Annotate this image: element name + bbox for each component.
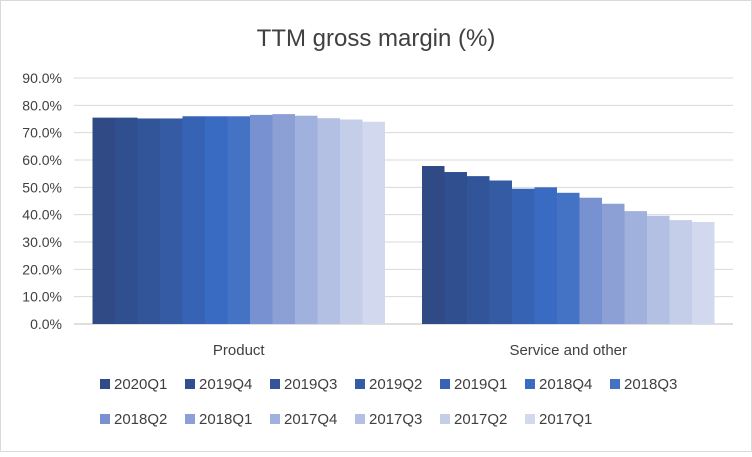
legend-swatch xyxy=(525,414,535,424)
bar-2017Q1 xyxy=(692,222,715,324)
legend-label: 2017Q1 xyxy=(539,411,592,428)
legend: 2020Q1 2019Q4 2019Q3 2019Q2 2019Q1 2018Q4 2018… xyxy=(100,376,677,428)
bars xyxy=(92,114,715,325)
bar-2020Q1 xyxy=(422,166,445,324)
legend-swatch xyxy=(100,379,110,389)
x-category-label: Service and other xyxy=(509,342,627,359)
legend-swatch xyxy=(525,379,535,389)
y-tick-label: 80.0% xyxy=(22,97,62,113)
legend-label: 2017Q4 xyxy=(284,411,337,428)
bar-2019Q4 xyxy=(444,172,467,324)
y-tick-label: 40.0% xyxy=(22,207,62,223)
legend-swatch xyxy=(440,379,450,389)
legend-label: 2019Q1 xyxy=(454,376,507,393)
bar-2018Q1 xyxy=(602,203,625,324)
bar-2018Q3 xyxy=(557,192,580,324)
legend-label: 2017Q3 xyxy=(369,411,422,428)
y-tick-label: 70.0% xyxy=(22,125,62,141)
bar-2019Q1 xyxy=(512,188,535,324)
bar-2020Q1 xyxy=(92,117,115,324)
x-axis: Product Service and other xyxy=(213,342,627,359)
bar-2017Q1 xyxy=(362,121,385,324)
y-tick-label: 0.0% xyxy=(30,316,62,332)
bar-2018Q2 xyxy=(250,114,273,325)
bar-2019Q2 xyxy=(489,180,512,324)
bar-2019Q4 xyxy=(115,117,138,324)
legend-label: 2020Q1 xyxy=(114,376,167,393)
chart-title: TTM gross margin (%) xyxy=(257,25,496,52)
bar-2018Q1 xyxy=(272,114,295,324)
legend-swatch xyxy=(355,414,365,424)
bar-2019Q3 xyxy=(137,118,160,324)
legend-label: 2018Q1 xyxy=(199,411,252,428)
legend-label: 2017Q2 xyxy=(454,411,507,428)
legend-swatch xyxy=(440,414,450,424)
legend-swatch xyxy=(355,379,365,389)
legend-swatch xyxy=(185,379,195,389)
bar-2019Q2 xyxy=(160,118,183,324)
legend-swatch xyxy=(610,379,620,389)
bar-2018Q2 xyxy=(579,197,602,324)
bar-2017Q4 xyxy=(295,115,318,324)
legend-label: 2018Q3 xyxy=(624,376,677,393)
y-tick-label: 50.0% xyxy=(22,179,62,195)
bar-2017Q3 xyxy=(317,118,340,325)
bar-2017Q2 xyxy=(669,220,692,324)
y-tick-label: 90.0% xyxy=(22,70,62,86)
legend-label: 2018Q4 xyxy=(539,376,592,393)
legend-label: 2019Q2 xyxy=(369,376,422,393)
y-tick-label: 10.0% xyxy=(22,289,62,305)
legend-label: 2019Q3 xyxy=(284,376,337,393)
bar-2017Q3 xyxy=(647,215,670,324)
legend-swatch xyxy=(270,379,280,389)
legend-label: 2019Q4 xyxy=(199,376,252,393)
y-tick-label: 60.0% xyxy=(22,152,62,168)
bar-2017Q4 xyxy=(624,211,647,324)
bar-2019Q3 xyxy=(467,176,490,324)
bar-2018Q4 xyxy=(205,116,228,325)
legend-swatch xyxy=(100,414,110,424)
bar-2019Q1 xyxy=(182,116,205,325)
y-tick-label: 20.0% xyxy=(22,261,62,277)
bar-2018Q3 xyxy=(227,116,250,325)
legend-swatch xyxy=(185,414,195,424)
bar-2017Q2 xyxy=(340,119,363,325)
legend-label: 2018Q2 xyxy=(114,411,167,428)
y-tick-label: 30.0% xyxy=(22,234,62,250)
x-category-label: Product xyxy=(213,342,266,359)
legend-swatch xyxy=(270,414,280,424)
y-axis: 0.0% 10.0% 20.0% 30.0% 40.0% 50.0% 60.0% 70.0% 8… xyxy=(22,70,62,332)
bar-2018Q4 xyxy=(534,187,557,324)
